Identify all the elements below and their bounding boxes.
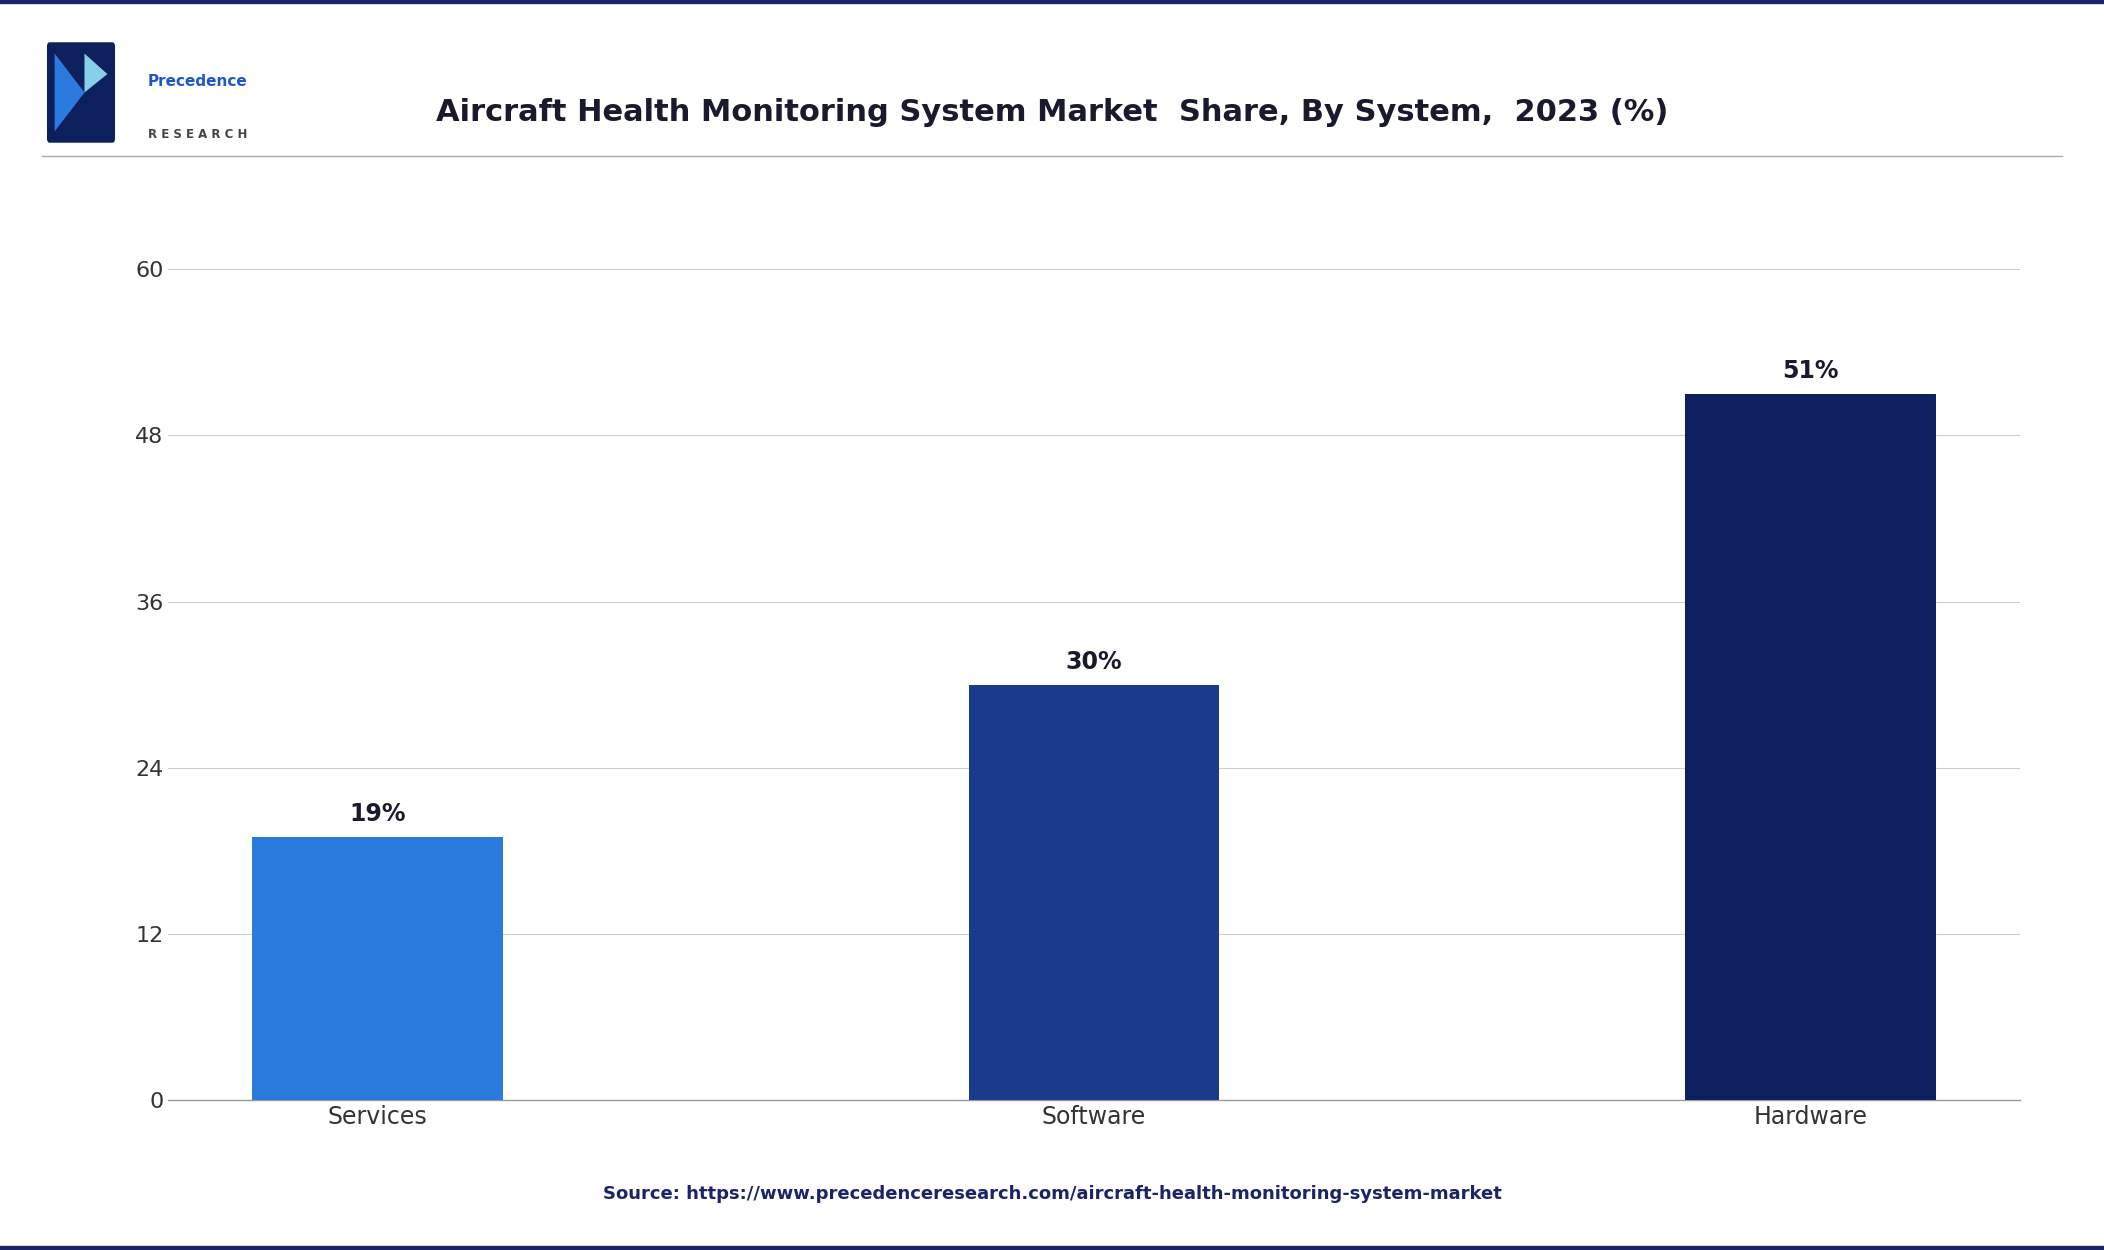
Bar: [1685, 394, 1936, 1100]
Polygon shape: [84, 54, 107, 92]
Text: R E S E A R C H: R E S E A R C H: [147, 129, 248, 141]
Bar: [968, 685, 1220, 1100]
Text: Source: https://www.precedenceresearch.com/aircraft-health-monitoring-system-mar: Source: https://www.precedenceresearch.c…: [602, 1185, 1502, 1202]
Text: Precedence: Precedence: [147, 74, 248, 89]
Text: Aircraft Health Monitoring System Market  Share, By System,  2023 (%): Aircraft Health Monitoring System Market…: [436, 98, 1668, 128]
Text: 19%: 19%: [349, 801, 406, 826]
FancyBboxPatch shape: [46, 42, 116, 142]
Polygon shape: [55, 54, 84, 131]
Text: 51%: 51%: [1782, 359, 1839, 382]
Text: 30%: 30%: [1067, 650, 1121, 674]
Bar: [252, 838, 503, 1100]
